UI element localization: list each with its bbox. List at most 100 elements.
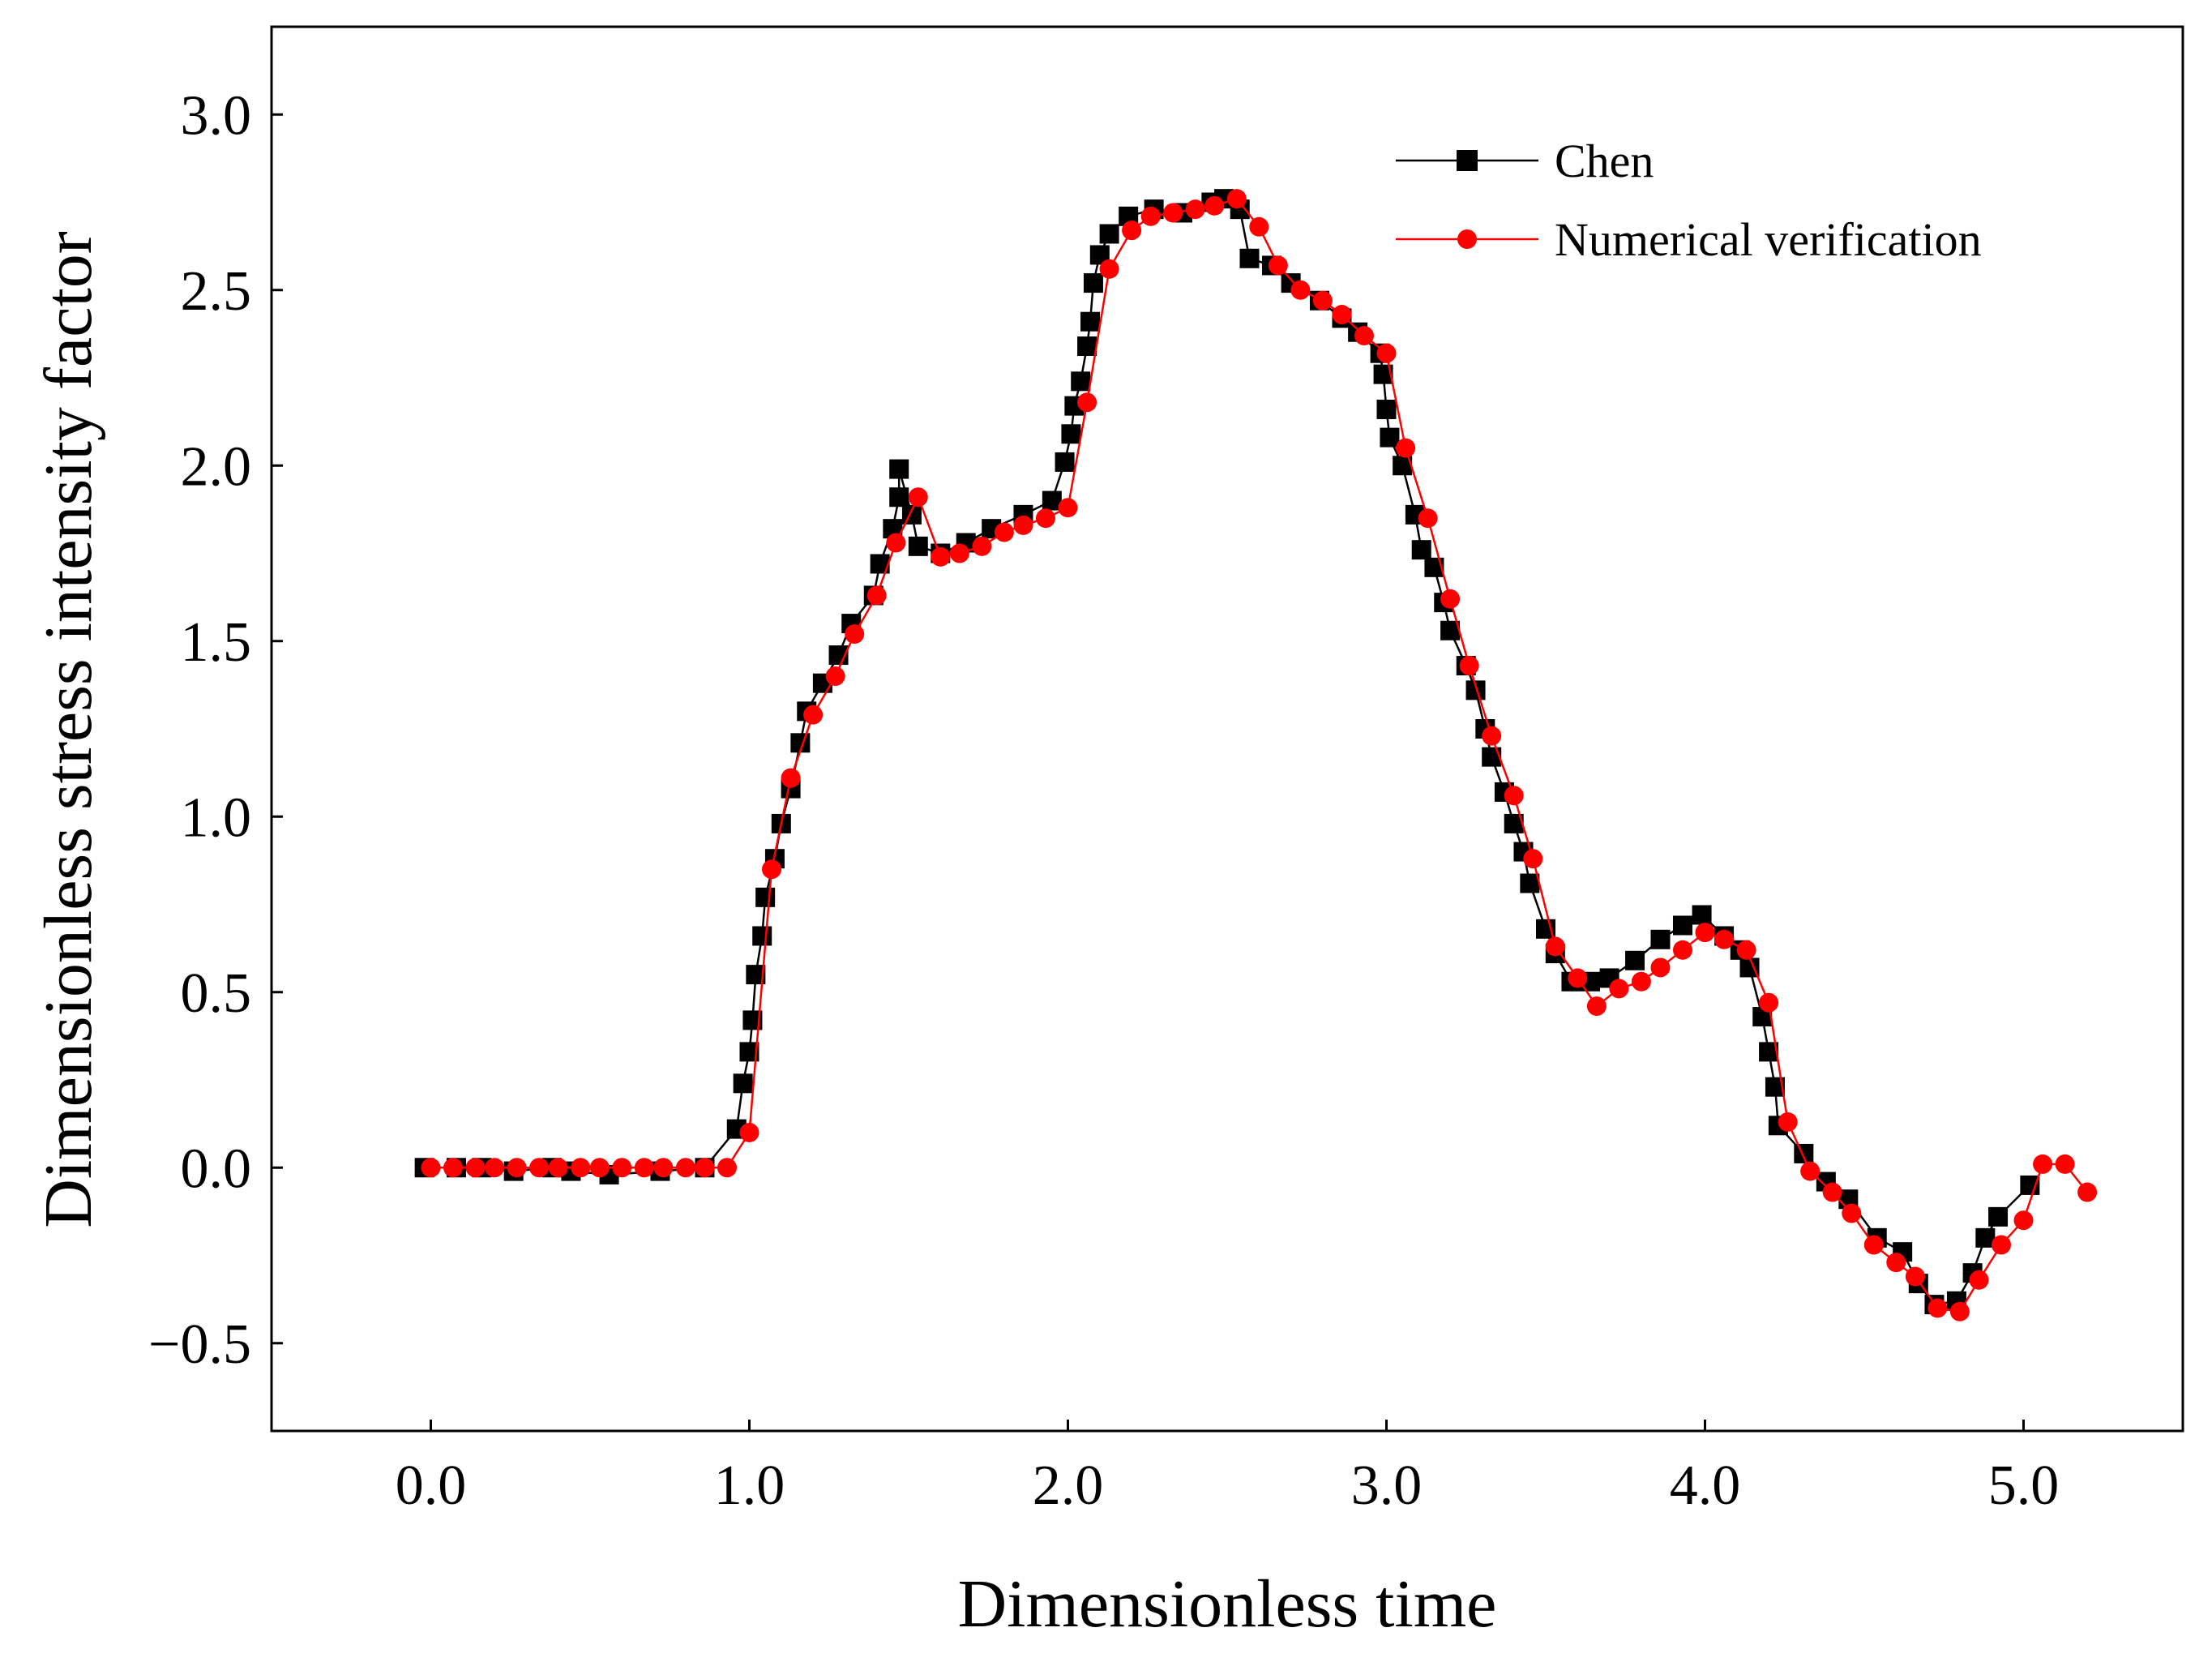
- data-point-chen: [1692, 905, 1712, 925]
- data-point-numerical-verification: [931, 546, 951, 567]
- series-numerical-verification: [421, 189, 2098, 1321]
- data-point-numerical-verification: [1586, 996, 1607, 1017]
- y-tick-label: 2.5: [181, 260, 252, 323]
- y-tick-label: 3.0: [181, 84, 252, 147]
- data-point-numerical-verification: [1013, 515, 1033, 535]
- data-point-numerical-verification: [612, 1158, 632, 1178]
- x-tick-label: 4.0: [1670, 1454, 1741, 1517]
- data-point-numerical-verification: [571, 1158, 591, 1178]
- data-point-numerical-verification: [1545, 936, 1565, 957]
- data-point-chen: [752, 926, 772, 946]
- data-point-numerical-verification: [949, 543, 969, 563]
- data-point-numerical-verification: [1800, 1161, 1821, 1181]
- data-point-numerical-verification: [1504, 786, 1524, 806]
- legend-marker-numerical-verification: [1457, 229, 1477, 249]
- data-point-numerical-verification: [908, 487, 928, 508]
- data-point-numerical-verification: [886, 533, 906, 553]
- series-line-chen: [424, 197, 2031, 1306]
- data-point-numerical-verification: [825, 666, 845, 687]
- data-point-numerical-verification: [1523, 849, 1543, 869]
- data-point-numerical-verification: [465, 1158, 486, 1178]
- legend-label-chen: Chen: [1555, 135, 1654, 187]
- x-axis-title: Dimensionless time: [958, 1566, 1497, 1642]
- data-point-numerical-verification: [1290, 280, 1311, 300]
- y-axis-title: Dimensionless stress intensity factor: [31, 231, 106, 1228]
- data-point-numerical-verification: [2055, 1154, 2075, 1174]
- data-point-numerical-verification: [1650, 957, 1671, 978]
- data-point-numerical-verification: [1140, 206, 1161, 226]
- x-tick-label: 5.0: [1988, 1454, 2060, 1517]
- data-point-numerical-verification: [762, 859, 782, 880]
- data-point-numerical-verification: [803, 705, 824, 725]
- data-point-numerical-verification: [1969, 1270, 1989, 1290]
- data-point-numerical-verification: [589, 1158, 610, 1178]
- data-point-numerical-verification: [1482, 726, 1502, 746]
- x-tick-label: 1.0: [714, 1454, 785, 1517]
- y-tick-label: −0.5: [148, 1313, 251, 1376]
- data-point-chen: [1625, 950, 1645, 970]
- data-point-numerical-verification: [1695, 923, 1715, 943]
- data-point-chen: [1504, 813, 1524, 833]
- y-tick-label: 0.5: [181, 962, 252, 1025]
- data-point-numerical-verification: [1991, 1235, 2011, 1255]
- data-point-numerical-verification: [548, 1158, 568, 1178]
- data-point-chen: [1071, 371, 1091, 392]
- data-point-numerical-verification: [845, 624, 865, 645]
- data-point-numerical-verification: [781, 768, 801, 788]
- data-point-numerical-verification: [1631, 971, 1651, 992]
- legend-label-numerical-verification: Numerical verification: [1555, 213, 1982, 266]
- data-point-chen: [1520, 873, 1540, 893]
- data-point-numerical-verification: [972, 536, 992, 556]
- data-point-numerical-verification: [717, 1158, 737, 1178]
- data-point-numerical-verification: [653, 1158, 674, 1178]
- data-point-chen: [2020, 1175, 2040, 1195]
- y-tick-label: 2.0: [181, 435, 252, 498]
- y-axis: −0.5 0.0 0.5 1.0 1.5 2.0 2.5 3.0: [148, 84, 283, 1376]
- data-point-chen: [755, 887, 776, 907]
- data-point-chen: [1080, 311, 1101, 332]
- data-point-numerical-verification: [1122, 221, 1142, 241]
- y-tick-label: 1.5: [181, 611, 252, 674]
- data-point-numerical-verification: [443, 1158, 464, 1178]
- legend: Chen Numerical verification: [1396, 135, 1982, 266]
- data-point-numerical-verification: [1204, 195, 1225, 216]
- data-point-numerical-verification: [2033, 1154, 2053, 1174]
- data-point-numerical-verification: [1077, 392, 1097, 413]
- data-point-chen: [1099, 224, 1119, 244]
- data-point-numerical-verification: [1842, 1203, 1862, 1223]
- data-point-numerical-verification: [1609, 979, 1629, 999]
- data-point-numerical-verification: [1949, 1301, 1970, 1321]
- legend-marker-chen: [1457, 150, 1478, 171]
- data-point-numerical-verification: [1672, 940, 1692, 960]
- data-point-numerical-verification: [1759, 992, 1779, 1013]
- x-axis: 0.0 1.0 2.0 3.0 4.0 5.0: [396, 1420, 2060, 1517]
- data-point-chen: [1055, 452, 1075, 472]
- data-point-chen: [1380, 427, 1400, 448]
- data-point-chen: [1061, 424, 1081, 444]
- x-tick-label: 0.0: [396, 1454, 467, 1517]
- y-tick-label: 1.0: [181, 786, 252, 849]
- data-point-chen: [1077, 336, 1097, 357]
- series-layer: [414, 189, 2098, 1321]
- data-point-numerical-verification: [1376, 343, 1397, 363]
- data-point-chen: [889, 459, 909, 479]
- data-point-numerical-verification: [866, 585, 887, 606]
- x-tick-label: 3.0: [1351, 1454, 1423, 1517]
- data-point-numerical-verification: [1822, 1182, 1842, 1202]
- series-line-numerical-verification: [430, 197, 2089, 1313]
- data-point-numerical-verification: [1099, 259, 1119, 279]
- data-point-numerical-verification: [739, 1122, 759, 1142]
- data-point-numerical-verification: [1459, 656, 1479, 676]
- data-point-numerical-verification: [994, 522, 1014, 542]
- x-tick-label: 2.0: [1033, 1454, 1104, 1517]
- data-point-numerical-verification: [1886, 1253, 1906, 1273]
- data-point-chen: [1239, 248, 1260, 268]
- data-point-numerical-verification: [1927, 1298, 1948, 1318]
- data-point-numerical-verification: [1035, 508, 1055, 529]
- data-point-numerical-verification: [1418, 508, 1438, 529]
- data-point-numerical-verification: [695, 1158, 715, 1178]
- data-point-numerical-verification: [421, 1158, 441, 1178]
- data-point-numerical-verification: [1714, 929, 1735, 949]
- data-point-chen: [908, 536, 928, 556]
